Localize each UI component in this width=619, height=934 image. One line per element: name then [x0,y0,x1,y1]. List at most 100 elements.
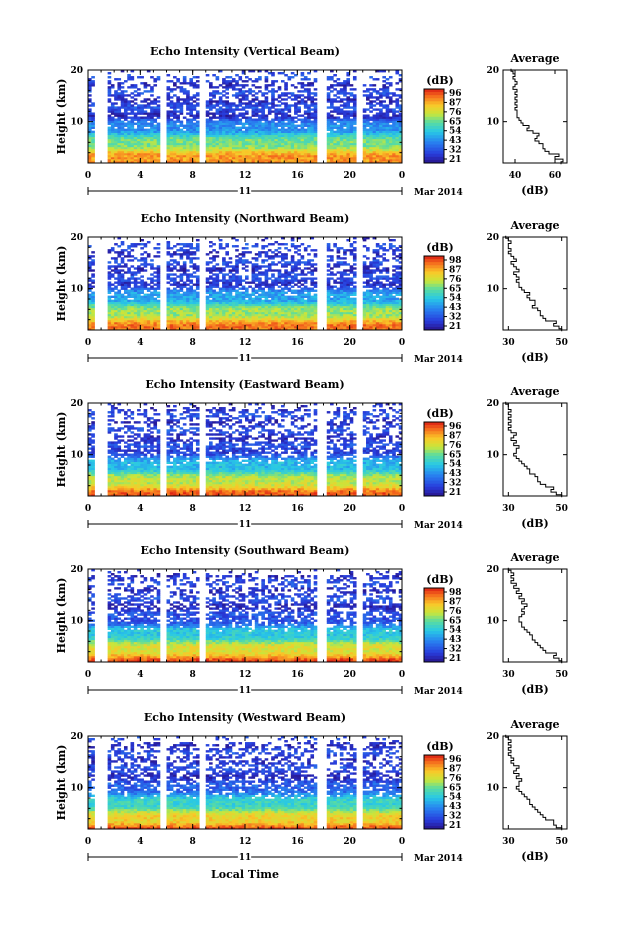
chart-panel-1: Echo Intensity (Northward Beam)2010Heigh… [55,212,568,365]
heatmap-field [88,70,402,163]
average-x-label: (dB) [521,683,548,696]
average-y-tick-label: 10 [486,285,499,295]
x-tick-label: 0 [85,171,91,181]
colorbar-unit: (dB) [426,74,453,87]
x-tick-label: 12 [239,171,252,181]
average-title: Average [509,551,559,564]
date-month-label: Mar 2014 [414,521,463,531]
average-y-tick-label: 10 [486,617,499,627]
y-axis-label: Height (km) [55,246,68,322]
x-tick-label: 0 [399,670,405,680]
date-month-label: Mar 2014 [414,687,463,697]
average-x-label: (dB) [521,517,548,530]
chart-panel-3: Echo Intensity (Southward Beam)2010Heigh… [55,544,568,697]
chart-panel-2: Echo Intensity (Eastward Beam)2010Height… [55,378,568,531]
y-tick-label: 20 [70,399,83,409]
average-line [506,402,562,498]
average-line [506,735,562,831]
average-y-tick-label: 10 [486,451,499,461]
y-tick-label: 10 [70,617,83,627]
average-y-tick-label: 10 [486,784,499,794]
x-tick-label: 4 [137,504,143,514]
colorbar-unit: (dB) [426,241,453,254]
heatmap-field [88,569,402,662]
x-tick-label: 4 [137,837,143,847]
panel-title: Echo Intensity (Northward Beam) [141,212,350,225]
date-day-label: 11 [239,853,252,863]
x-tick-label: 0 [85,670,91,680]
x-tick-label: 8 [190,504,196,514]
y-tick-label: 20 [70,233,83,243]
x-tick-label: 20 [343,171,356,181]
x-tick-label: 20 [343,504,356,514]
y-tick-label: 20 [70,565,83,575]
date-day-label: 11 [239,187,252,197]
date-day-label: 11 [239,520,252,530]
y-tick-label: 10 [70,285,83,295]
average-y-tick-label: 20 [486,66,499,76]
heatmap-field [88,736,402,829]
x-tick-label: 8 [190,171,196,181]
y-tick-label: 20 [70,732,83,742]
average-x-tick-label: 30 [502,837,515,847]
colorbar-tick-label: 21 [449,821,462,831]
average-line [508,568,561,664]
x-tick-label: 0 [85,837,91,847]
x-tick-label: 4 [137,338,143,348]
date-day-label: 11 [239,686,252,696]
average-title: Average [509,52,559,65]
y-tick-label: 10 [70,118,83,128]
x-tick-label: 20 [343,670,356,680]
average-y-tick-label: 20 [486,399,499,409]
heatmap-field [88,403,402,496]
x-tick-label: 16 [291,171,304,181]
x-tick-label: 16 [291,670,304,680]
average-x-tick-label: 30 [502,338,515,348]
x-tick-label: 16 [291,837,304,847]
date-month-label: Mar 2014 [414,355,463,365]
colorbar-unit: (dB) [426,573,453,586]
x-tick-label: 4 [137,171,143,181]
x-tick-label: 12 [239,338,252,348]
average-y-tick-label: 20 [486,233,499,243]
average-frame [503,70,567,163]
average-line [506,236,562,332]
x-tick-label: 0 [399,837,405,847]
average-x-tick-label: 50 [555,504,568,514]
average-x-tick-label: 50 [555,670,568,680]
x-tick-label: 8 [190,837,196,847]
average-x-tick-label: 30 [502,504,515,514]
x-tick-label: 8 [190,670,196,680]
average-x-tick-label: 50 [555,338,568,348]
x-tick-label: 4 [137,670,143,680]
panel-title: Echo Intensity (Eastward Beam) [145,378,344,391]
x-tick-label: 16 [291,338,304,348]
x-tick-label: 0 [85,504,91,514]
average-x-label: (dB) [521,850,548,863]
average-title: Average [509,219,559,232]
colorbar-unit: (dB) [426,740,453,753]
average-frame [503,237,567,330]
x-axis-label: Local Time [211,868,279,881]
average-x-label: (dB) [521,184,548,197]
y-axis-label: Height (km) [55,412,68,488]
average-x-tick-label: 30 [502,670,515,680]
y-tick-label: 20 [70,66,83,76]
chart-panel-0: Echo Intensity (Vertical Beam)2010Height… [55,45,567,198]
y-tick-label: 10 [70,451,83,461]
x-tick-label: 20 [343,837,356,847]
y-axis-label: Height (km) [55,745,68,821]
x-tick-label: 8 [190,338,196,348]
colorbar-unit: (dB) [426,407,453,420]
x-tick-label: 12 [239,670,252,680]
panel-title: Echo Intensity (Westward Beam) [144,711,346,724]
